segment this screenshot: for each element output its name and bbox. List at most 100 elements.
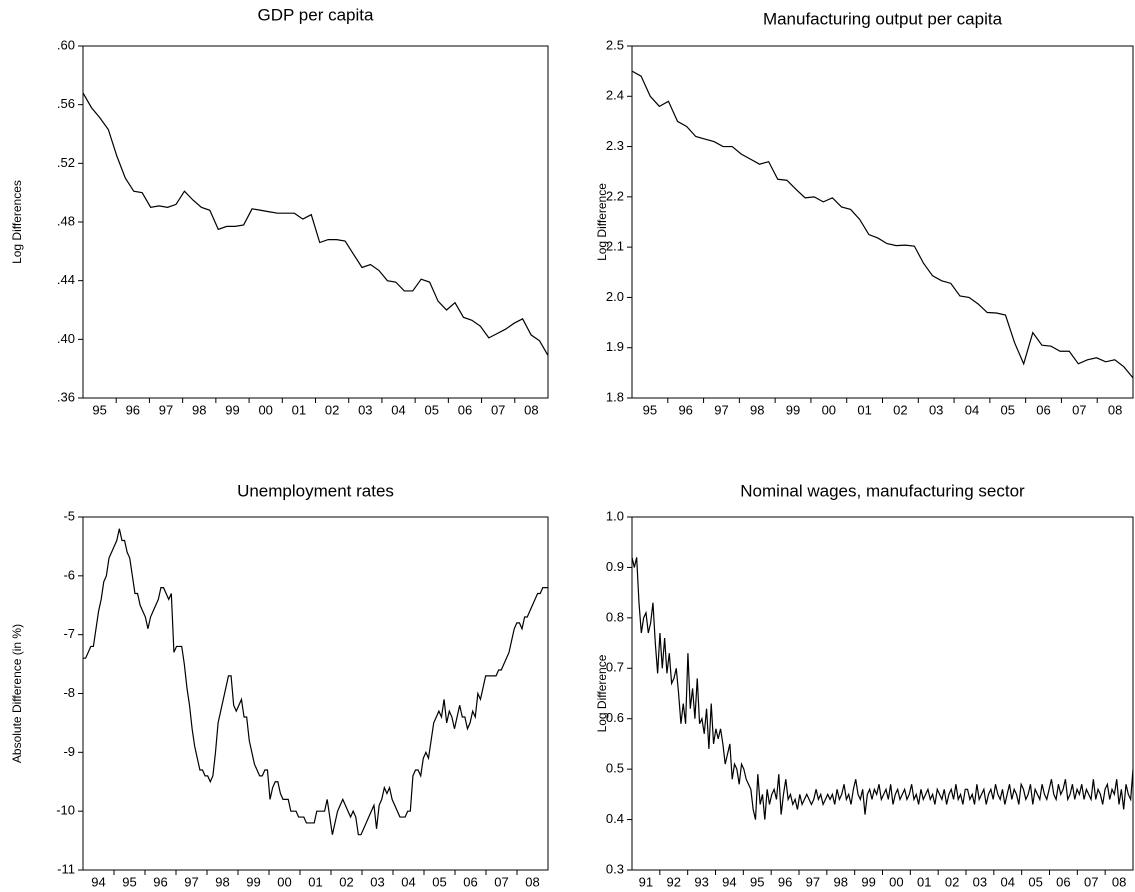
x-tick-label: 98	[750, 402, 764, 417]
x-tick-label: 00	[889, 874, 903, 889]
x-tick-label: 98	[834, 874, 848, 889]
x-tick-label: 07	[1084, 874, 1098, 889]
x-tick-label: 01	[917, 874, 931, 889]
y-tick-label: -11	[57, 861, 75, 876]
x-tick-label: 06	[458, 402, 472, 417]
x-tick-label: 01	[292, 402, 306, 417]
y-tick-label: 0.4	[606, 811, 624, 826]
y-tick-label: -7	[63, 626, 75, 641]
x-tick-label: 06	[1036, 402, 1050, 417]
x-tick-label: 03	[370, 874, 384, 889]
x-tick-label: 02	[945, 874, 959, 889]
y-tick-label: -8	[63, 685, 75, 700]
data-line	[631, 70, 1134, 379]
y-tick-label: 0.9	[606, 559, 624, 574]
x-tick-label: 93	[694, 874, 708, 889]
x-tick-label: 02	[325, 402, 339, 417]
x-tick-label: 95	[92, 402, 106, 417]
y-tick-label: 0.6	[606, 710, 624, 725]
plot-frame	[631, 45, 1134, 399]
y-tick-label: .60	[57, 37, 75, 52]
x-tick-label: 97	[159, 402, 173, 417]
x-tick-label: 94	[91, 874, 105, 889]
plot-frame	[631, 516, 1134, 871]
x-tick-label: 94	[722, 874, 736, 889]
x-tick-label: 08	[524, 402, 538, 417]
x-tick-label: 92	[667, 874, 681, 889]
plot-frame	[82, 45, 549, 399]
y-tick-label: 1.0	[606, 508, 624, 523]
x-tick-label: 04	[965, 402, 979, 417]
x-tick-label: 08	[1112, 874, 1126, 889]
y-tick-label: 0.5	[606, 761, 624, 776]
x-tick-label: 03	[973, 874, 987, 889]
chart-title: Unemployment rates	[237, 481, 394, 500]
x-tick-label: 97	[806, 874, 820, 889]
y-axis-label: Log Differences	[10, 180, 24, 264]
x-tick-label: 95	[750, 874, 764, 889]
y-tick-label: -10	[56, 803, 75, 818]
y-tick-label: 1.9	[606, 339, 624, 354]
y-tick-label: 2.3	[606, 138, 624, 153]
x-tick-label: 00	[277, 874, 291, 889]
x-tick-label: 05	[432, 874, 446, 889]
x-tick-label: 98	[215, 874, 229, 889]
data-line	[83, 528, 548, 836]
x-tick-label: 03	[929, 402, 943, 417]
y-tick-label: 0.3	[606, 861, 624, 876]
y-tick-label: 2.0	[606, 289, 624, 304]
y-tick-label: 2.1	[606, 239, 624, 254]
y-axis-label: Absolute Difference (in %)	[10, 624, 24, 763]
x-tick-label: 98	[192, 402, 206, 417]
y-tick-label: .36	[57, 389, 75, 404]
y-tick-label: -5	[63, 508, 75, 523]
x-tick-label: 08	[525, 874, 539, 889]
y-tick-label: 2.4	[606, 88, 624, 103]
x-tick-label: 04	[401, 874, 415, 889]
x-tick-label: 08	[1108, 402, 1122, 417]
x-tick-label: 05	[1028, 874, 1042, 889]
y-axis-label: Log Difference	[595, 654, 609, 732]
y-tick-label: .40	[57, 331, 75, 346]
x-tick-label: 99	[225, 402, 239, 417]
x-tick-label: 07	[491, 402, 505, 417]
y-tick-label: 0.7	[606, 660, 624, 675]
x-tick-label: 05	[425, 402, 439, 417]
x-tick-label: 99	[861, 874, 875, 889]
x-tick-label: 01	[308, 874, 322, 889]
chart-title: GDP per capita	[258, 5, 374, 24]
y-tick-label: 2.2	[606, 188, 624, 203]
chart-title: Nominal wages, manufacturing sector	[740, 481, 1025, 500]
y-tick-label: -9	[63, 744, 75, 759]
y-tick-label: 2.5	[606, 37, 624, 52]
y-tick-label: .48	[57, 213, 75, 228]
y-tick-label: 0.8	[606, 609, 624, 624]
x-tick-label: 06	[463, 874, 477, 889]
x-tick-label: 06	[1056, 874, 1070, 889]
data-line	[631, 557, 1134, 820]
x-tick-label: 02	[893, 402, 907, 417]
x-tick-label: 95	[643, 402, 657, 417]
x-tick-label: 04	[391, 402, 405, 417]
x-tick-label: 95	[122, 874, 136, 889]
x-tick-label: 02	[339, 874, 353, 889]
x-tick-label: 00	[258, 402, 272, 417]
x-tick-label: 07	[494, 874, 508, 889]
x-tick-label: 96	[778, 874, 792, 889]
y-tick-label: -6	[63, 567, 75, 582]
x-tick-label: 99	[246, 874, 260, 889]
y-tick-label: .44	[57, 272, 75, 287]
x-tick-label: 99	[786, 402, 800, 417]
x-tick-label: 96	[153, 874, 167, 889]
chart-title: Manufacturing output per capita	[763, 9, 1003, 28]
x-tick-label: 03	[358, 402, 372, 417]
x-tick-label: 97	[184, 874, 198, 889]
x-tick-label: 97	[714, 402, 728, 417]
y-axis-label: Log Difference	[595, 183, 609, 261]
x-tick-label: 91	[639, 874, 653, 889]
data-line	[82, 92, 549, 356]
y-tick-label: 1.8	[606, 389, 624, 404]
x-tick-label: 00	[822, 402, 836, 417]
y-tick-label: .52	[57, 155, 75, 170]
